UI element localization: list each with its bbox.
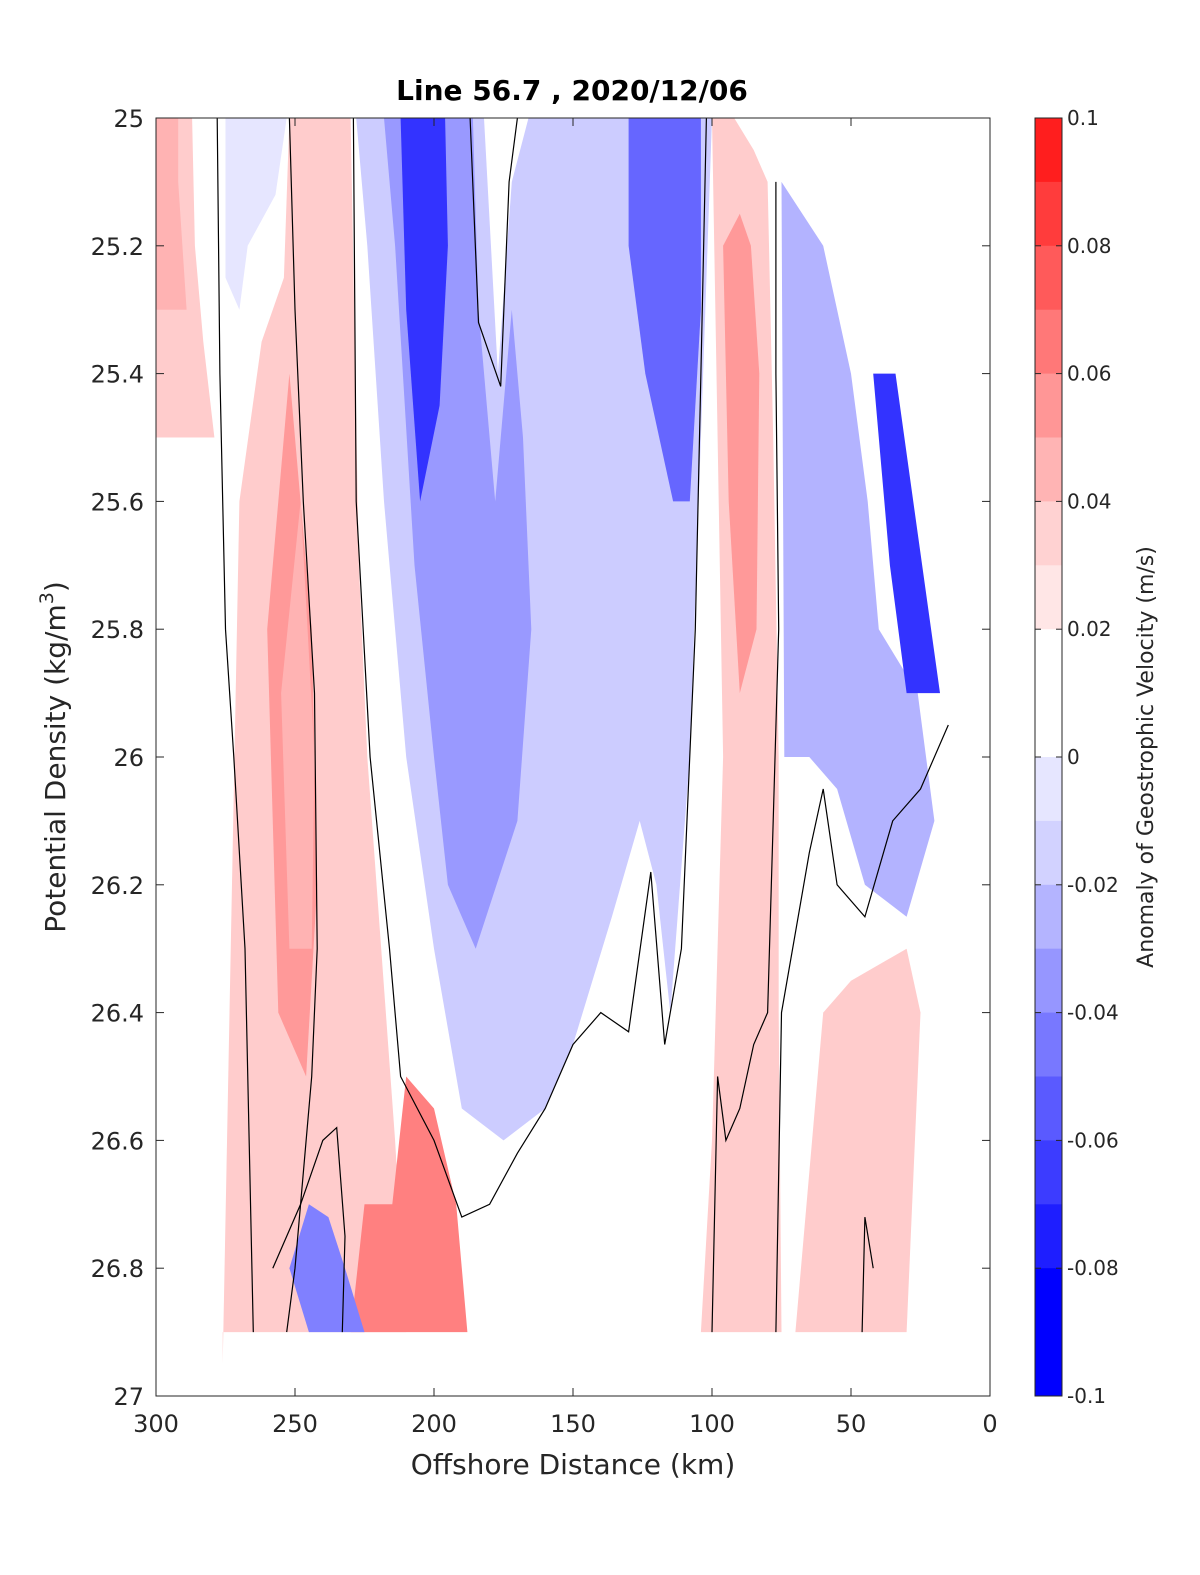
x-axis: 300 250 200 150 100 50 0: [133, 118, 998, 1438]
colorbar-band: [1035, 1332, 1062, 1397]
colorbar-label: Anomaly of Geostrophic Velocity (m/s): [1134, 546, 1159, 968]
colorbar-band: [1035, 629, 1062, 694]
x-tick-label: 250: [272, 1410, 318, 1438]
y-tick-label: 25.6: [91, 488, 144, 516]
colorbar-ticks: 0.1 0.08 0.06 0.04 0.02 0 -0.02 -0.04 -0.06 -0.08…: [1035, 106, 1119, 1408]
colorbar-tick-label: 0.04: [1067, 489, 1112, 513]
y-axis-label-superscript: 3: [36, 592, 58, 604]
colorbar-tick-label: -0.04: [1067, 1001, 1119, 1025]
zero-contour-5: [711, 181, 780, 1333]
region-deep-negative-240km: [289, 1204, 365, 1333]
x-tick-label: 300: [133, 1410, 179, 1438]
x-tick-label: 100: [689, 1410, 735, 1438]
x-tick-label: 200: [411, 1410, 457, 1438]
chart-title: Line 56.7 , 2020/12/06: [396, 74, 748, 107]
region-offshore-surface-negative: [225, 118, 287, 310]
y-tick-label: 25: [113, 105, 144, 133]
colorbar-tick-label: 0.1: [1067, 106, 1099, 130]
colorbar-band: [1035, 1268, 1062, 1333]
colorbar-band: [1035, 757, 1062, 822]
colorbar-tick-label: 0: [1067, 745, 1080, 769]
colorbar-tick-label: 0.02: [1067, 617, 1112, 641]
y-tick-label: 27: [113, 1383, 144, 1411]
colorbar-band: [1035, 1076, 1062, 1141]
y-tick-label: 26.2: [91, 872, 144, 900]
region-positive-core-90km: [723, 213, 760, 694]
colorbar-band: [1035, 693, 1062, 758]
colorbar-band: [1035, 245, 1062, 311]
region-far-offshore-inner-positive: [156, 118, 187, 310]
region-nearshore-negative: [781, 181, 935, 917]
colorbar-bands: [1035, 118, 1062, 1397]
colorbar-band: [1035, 884, 1062, 950]
colorbar-tick-label: -0.06: [1067, 1128, 1119, 1152]
y-axis-label-main: Potential Density (kg/m: [39, 604, 72, 933]
x-tick-label: 50: [836, 1410, 867, 1438]
region-deep-positive-nearshore: [795, 948, 921, 1333]
colorbar-band: [1035, 309, 1062, 375]
colorbar-band: [1035, 820, 1062, 886]
region-positive-band-90km: [700, 118, 782, 1333]
zero-contour-4: [469, 118, 518, 387]
y-axis: 25 25.2 25.4 25.6 25.8 26 26.2 26.4 26.6 26.8 27: [91, 105, 990, 1411]
zero-contour-3: [352, 118, 707, 1218]
colorbar-band: [1035, 373, 1062, 438]
plot-area: [155, 117, 991, 1397]
colorbar-band: [1035, 1204, 1062, 1269]
region-negative-core-120km: [628, 118, 701, 502]
colorbar-band: [1035, 181, 1062, 247]
y-tick-label: 26: [113, 744, 144, 772]
y-axis-label-close: ): [39, 581, 72, 592]
x-tick-label: 0: [982, 1410, 997, 1438]
x-axis-label: Offshore Distance (km): [411, 1448, 736, 1481]
x-tick-label: 150: [550, 1410, 596, 1438]
y-tick-label: 25.2: [91, 233, 144, 261]
colorbar-band: [1035, 948, 1062, 1014]
zero-contour-1: [286, 118, 318, 1333]
region-nearshore-negative-core: [873, 373, 940, 694]
y-axis-label: Potential Density (kg/m3): [36, 581, 72, 933]
colorbar-tick-label: 0.06: [1067, 362, 1112, 386]
zero-contour-7: [861, 1217, 874, 1333]
colorbar-band: [1035, 1140, 1062, 1205]
colorbar: 0.1 0.08 0.06 0.04 0.02 0 -0.02 -0.04 -0.06 -0.08…: [1034, 106, 1159, 1408]
colorbar-tick-label: 0.08: [1067, 234, 1112, 258]
y-tick-label: 26.8: [91, 1255, 144, 1283]
zero-contours: [216, 118, 949, 1333]
colorbar-band: [1035, 118, 1062, 183]
colorbar-tick-label: -0.08: [1067, 1256, 1119, 1280]
zero-contour-2: [272, 1126, 346, 1333]
zero-contour-0: [216, 118, 254, 1333]
colorbar-band: [1035, 565, 1062, 630]
colorbar-band: [1035, 1012, 1062, 1077]
y-tick-label: 26.6: [91, 1127, 144, 1155]
y-tick-label: 25.8: [91, 616, 144, 644]
region-positive-inner-250km: [281, 501, 315, 949]
colorbar-band: [1035, 437, 1062, 502]
region-negative-core-200km: [400, 118, 448, 502]
colorbar-tick-label: -0.1: [1067, 1384, 1106, 1408]
y-tick-label: 26.4: [91, 1000, 144, 1028]
y-tick-label: 25.4: [91, 361, 144, 389]
zero-contour-6: [775, 724, 949, 1333]
colorbar-band: [1035, 501, 1062, 566]
colorbar-tick-label: -0.02: [1067, 873, 1119, 897]
region-deep-positive-200km: [350, 1076, 468, 1333]
